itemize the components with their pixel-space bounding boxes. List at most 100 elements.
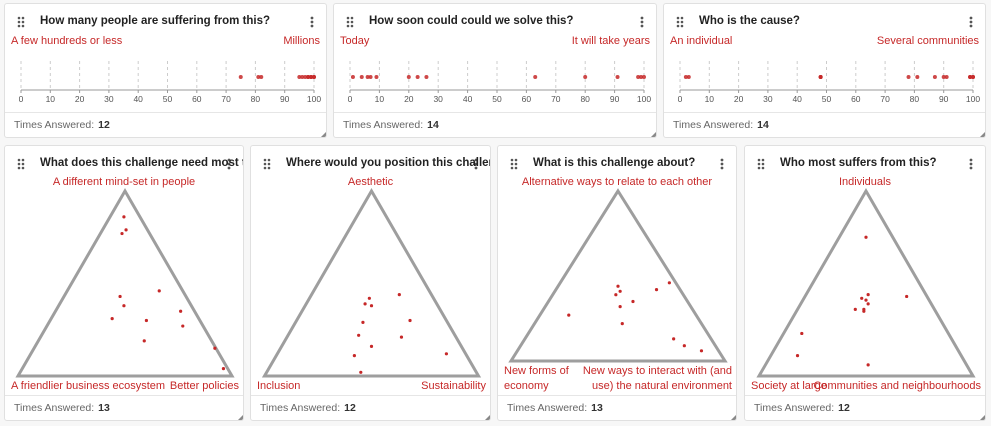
x-tick-label: 60 [851, 94, 861, 104]
answer-dot [905, 294, 909, 299]
drag-handle[interactable] [346, 16, 354, 28]
menu-dot [640, 24, 644, 28]
answer-dot [221, 367, 226, 371]
answer-dot [399, 335, 404, 339]
answered-label: Times Answered: [260, 402, 341, 414]
answered-label: Times Answered: [343, 119, 424, 131]
drag-handle[interactable] [263, 158, 271, 170]
triangle [15, 188, 235, 378]
footer: Times Answered: 13 [5, 395, 243, 420]
resize-corner[interactable] [320, 131, 327, 138]
drag-dot [263, 158, 267, 162]
answer-dot [309, 75, 314, 79]
x-tick-label: 70 [551, 94, 561, 104]
drag-dot [514, 162, 518, 166]
menu-dot [227, 158, 231, 162]
drag-handle[interactable] [510, 158, 518, 170]
answer-dot [533, 75, 538, 79]
drag-dot [267, 166, 271, 170]
answer-dot [818, 75, 823, 79]
answer-dot [636, 75, 641, 79]
card-canvas: 0 10 20 30 40 50 60 70 80 90 100 [676, 16, 986, 138]
menu-button[interactable] [474, 158, 478, 170]
drag-dot [761, 166, 765, 170]
drag-dot [350, 20, 354, 24]
drag-dot [510, 162, 514, 166]
drag-dot [17, 24, 21, 28]
drag-handle[interactable] [757, 158, 765, 170]
answer-dot [941, 75, 946, 79]
drag-handle[interactable] [676, 16, 684, 28]
answer-dot [682, 344, 686, 348]
answer-dot [259, 75, 264, 79]
triangle [756, 188, 976, 378]
answer-dot [864, 298, 868, 302]
answer-dot [415, 75, 420, 79]
menu-button[interactable] [720, 158, 724, 170]
answer-dot [968, 75, 973, 79]
answer-dot [357, 333, 361, 337]
menu-dot [720, 166, 724, 170]
answer-dot [365, 75, 370, 79]
left-label: An individual [670, 35, 733, 47]
menu-button[interactable] [640, 16, 644, 28]
menu-dot [310, 24, 314, 28]
answer-dot [369, 344, 374, 348]
card-title: Who is the cause? [699, 15, 800, 27]
x-tick-label: 40 [463, 94, 473, 104]
x-tick-label: 80 [251, 94, 261, 104]
answer-dot [300, 75, 305, 79]
menu-dot [227, 162, 231, 166]
menu-dot [969, 162, 973, 166]
left-label: A friendlier business ecosystem [11, 380, 166, 392]
drag-dot [17, 166, 21, 170]
answer-dot [915, 75, 920, 79]
answer-dot [118, 294, 122, 299]
drag-handle[interactable] [17, 16, 25, 28]
menu-dot [474, 166, 478, 170]
drag-handle[interactable] [17, 158, 25, 170]
answer-dot [906, 75, 911, 79]
drag-dot [757, 158, 761, 162]
drag-dot [17, 16, 21, 20]
x-tick-label: 20 [404, 94, 414, 104]
right-label: It will take years [571, 35, 650, 47]
drag-dot [346, 24, 350, 28]
x-tick-label: 30 [104, 94, 114, 104]
resize-corner[interactable] [650, 131, 657, 138]
top-label: Aesthetic [347, 176, 394, 188]
menu-button[interactable] [969, 158, 973, 170]
resize-corner[interactable] [979, 131, 986, 138]
menu-button[interactable] [227, 158, 231, 170]
answer-dot [667, 281, 671, 285]
answer-dot [238, 75, 243, 79]
resize-corner[interactable] [484, 414, 491, 421]
answer-dot [444, 352, 448, 356]
footer: Times Answered: 12 [745, 395, 985, 420]
resize-corner[interactable] [979, 414, 986, 421]
x-tick-label: 10 [46, 94, 56, 104]
drag-dot [267, 158, 271, 162]
answer-dot [616, 284, 620, 288]
answer-dot [944, 75, 949, 79]
drag-dot [350, 24, 354, 28]
x-tick-label: 0 [348, 94, 353, 104]
menu-dot [310, 16, 314, 20]
answer-dot [179, 309, 183, 313]
answer-dot [686, 75, 691, 79]
resize-corner[interactable] [237, 414, 244, 421]
card: Who most suffers from this? Times Answere… [744, 145, 986, 421]
triangle [508, 188, 728, 363]
drag-dot [21, 162, 25, 166]
x-tick-label: 0 [19, 94, 24, 104]
answer-dot [350, 75, 355, 79]
menu-button[interactable] [310, 16, 314, 28]
menu-dot [969, 166, 973, 170]
answer-dot [142, 339, 146, 343]
answered-count: 12 [838, 402, 850, 414]
menu-button[interactable] [969, 16, 973, 28]
resize-corner[interactable] [730, 414, 737, 421]
answer-dot [615, 75, 620, 79]
drag-dot [17, 162, 21, 166]
x-tick-label: 70 [221, 94, 231, 104]
